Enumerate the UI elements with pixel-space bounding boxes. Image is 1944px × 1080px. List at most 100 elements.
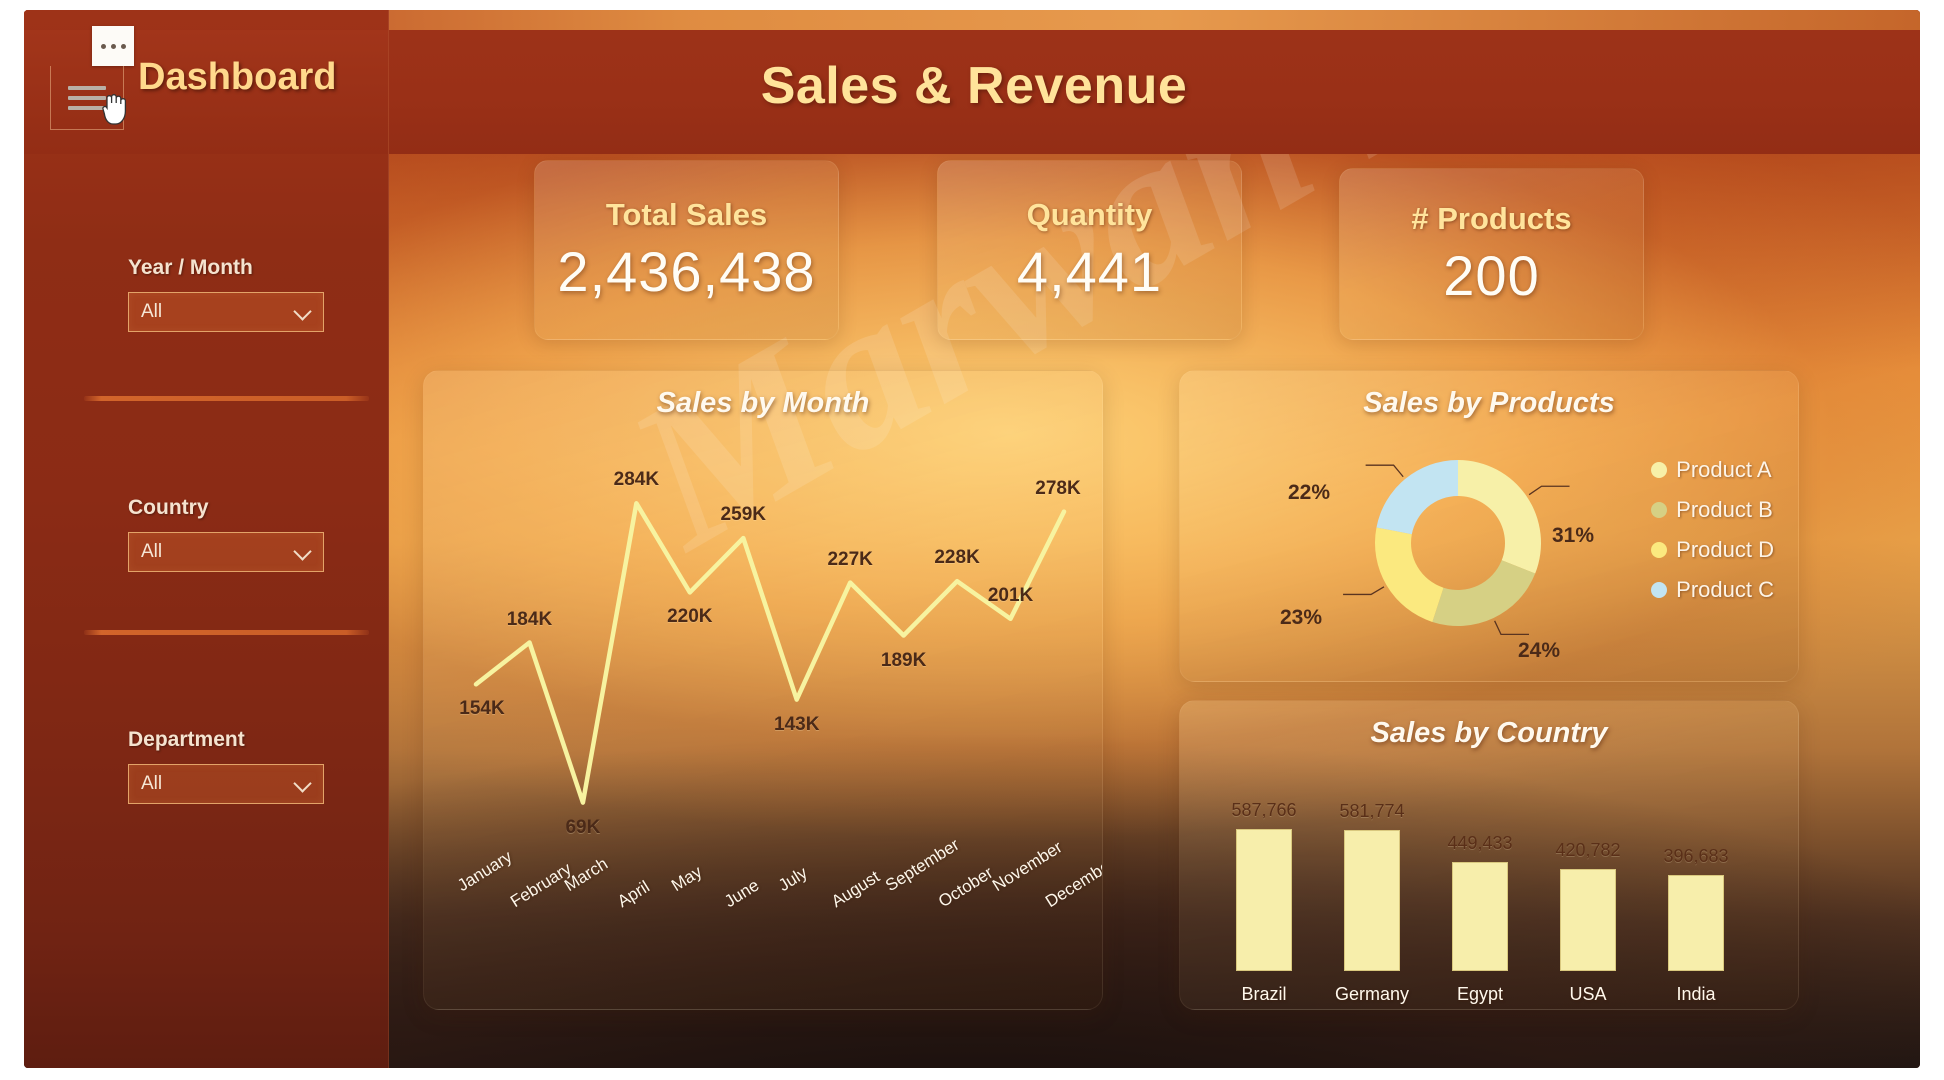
bar-category-label: India — [1676, 984, 1716, 1004]
filter-year-month-select[interactable]: All — [128, 292, 324, 332]
hamburger-icon — [68, 80, 106, 116]
panel-title-sales-by-month: Sales by Month — [656, 387, 870, 419]
legend-label: Product A — [1676, 457, 1772, 482]
kpi-title: Total Sales — [605, 196, 768, 232]
kpi-value: 4,441 — [1016, 239, 1163, 303]
filter-country: Country All — [24, 496, 389, 572]
legend-item[interactable]: Product B — [1651, 497, 1774, 523]
dot-icon — [110, 43, 116, 49]
bar-value-label: 420,782 — [1555, 840, 1621, 860]
bar-column[interactable]: 420,782 USA — [1555, 821, 1620, 1004]
donut-leader-line — [1365, 464, 1404, 478]
kpi-title: Quantity — [1026, 196, 1153, 232]
line-point-label: 69K — [565, 816, 601, 838]
donut-slice[interactable] — [1375, 527, 1444, 622]
filter-department: Department All — [24, 728, 389, 804]
legend-color-swatch — [1651, 462, 1668, 478]
more-options-button[interactable] — [92, 26, 134, 66]
chevron-down-icon — [293, 774, 312, 793]
bar-category-label: USA — [1569, 984, 1607, 1004]
donut-percent-label: 23% — [1279, 606, 1322, 629]
line-point-label: 189K — [880, 649, 927, 671]
line-point-label: 278K — [1035, 477, 1081, 499]
panel-sales-by-products: Sales by Products 31% 24% 23% 22% Product A… — [1179, 370, 1799, 682]
panel-title-sales-by-country: Sales by Country — [1370, 717, 1608, 749]
donut-slice[interactable] — [1432, 560, 1536, 626]
kpi-card-total-sales[interactable]: Total Sales 2,436,438 — [534, 160, 839, 340]
line-series-path — [473, 501, 1067, 805]
bar-rect — [1452, 862, 1508, 971]
sidebar-header — [24, 30, 388, 154]
bar-value-label: 581,774 — [1339, 801, 1405, 821]
bar-rect — [1560, 869, 1616, 971]
chevron-down-icon — [293, 542, 312, 561]
legend-item[interactable]: Product D — [1651, 537, 1774, 563]
bar-category-label: Egypt — [1456, 984, 1504, 1004]
filter-department-value: All — [141, 773, 163, 794]
donut-chart-sales-by-products[interactable]: 31% 24% 23% 22% — [1180, 421, 1610, 681]
panel-sales-by-country: Sales by Country 587,766 Brazil 581,774 Ger… — [1179, 700, 1799, 1010]
filter-year-month: Year / Month All — [24, 256, 389, 332]
line-point-label: 227K — [827, 548, 873, 570]
legend-color-swatch — [1651, 582, 1668, 598]
filter-department-select[interactable]: All — [128, 764, 324, 804]
legend-color-swatch — [1651, 502, 1668, 518]
line-point-label: 259K — [720, 504, 766, 526]
sidebar-divider — [84, 396, 369, 401]
line-point-label: 220K — [667, 606, 713, 628]
legend-label: Product C — [1676, 577, 1774, 602]
panel-title-sales-by-products: Sales by Products — [1363, 387, 1615, 419]
brand-label: Dashboard — [138, 56, 337, 98]
line-point-label: 184K — [506, 608, 553, 630]
dashboard-window: Sales & Revenue Dashboard Year / Month A… — [24, 10, 1920, 1068]
legend-item[interactable]: Product C — [1651, 577, 1774, 603]
dot-icon — [120, 43, 126, 49]
filter-year-month-value: All — [141, 301, 163, 322]
bar-column[interactable]: 587,766 Brazil — [1231, 800, 1296, 1004]
bar-category-label: Germany — [1334, 984, 1410, 1004]
donut-leader-line — [1528, 485, 1570, 496]
bar-value-label: 449,433 — [1447, 833, 1513, 853]
legend-color-swatch — [1651, 542, 1668, 558]
header-accent-strip — [24, 10, 1920, 30]
line-point-label: 143K — [774, 713, 820, 735]
bar-chart-sales-by-country[interactable]: 587,766 Brazil 581,774 Germany 449,433 Egypt 4… — [1180, 759, 1798, 1009]
bar-category-label: Brazil — [1241, 984, 1287, 1004]
bar-column[interactable]: 581,774 Germany — [1335, 801, 1409, 1004]
kpi-card-num-products[interactable]: # Products 200 — [1339, 168, 1644, 340]
donut-percent-label: 24% — [1518, 639, 1561, 662]
main-content: Marwan Khaled Total Sales 2,436,438 Quan… — [389, 10, 1920, 1068]
bar-value-label: 587,766 — [1231, 800, 1297, 820]
filter-department-label: Department — [128, 728, 245, 751]
sidebar-divider — [84, 630, 369, 635]
legend-item[interactable]: Product A — [1651, 457, 1774, 483]
filter-year-month-label: Year / Month — [128, 256, 253, 279]
filter-country-select[interactable]: All — [128, 532, 324, 572]
panel-sales-by-month: Sales by Month 154K 184K 69K 284K 220K 259K 14… — [423, 370, 1103, 1010]
kpi-value: 2,436,438 — [557, 239, 816, 303]
dot-icon — [100, 43, 106, 49]
donut-legend: Product A Product B Product D Product C — [1651, 457, 1774, 617]
line-chart-sales-by-month[interactable]: 154K 184K 69K 284K 220K 259K 143K 227K 189K 228K 2… — [424, 423, 1102, 1009]
donut-slice[interactable] — [1376, 460, 1458, 535]
sidebar: Dashboard Year / Month All Country All D… — [24, 10, 389, 1068]
kpi-value: 200 — [1443, 243, 1540, 307]
bar-value-label: 396,683 — [1663, 846, 1729, 866]
donut-slice[interactable] — [1458, 460, 1541, 574]
bar-column[interactable]: 396,683 India — [1663, 821, 1728, 1004]
kpi-card-quantity[interactable]: Quantity 4,441 — [937, 160, 1242, 340]
filter-country-label: Country — [128, 496, 209, 519]
donut-percent-label: 31% — [1552, 524, 1595, 547]
line-point-label: 201K — [987, 584, 1034, 606]
line-point-label: 284K — [613, 469, 660, 491]
legend-label: Product B — [1676, 497, 1773, 522]
menu-toggle-button[interactable] — [50, 66, 124, 130]
bar-rect — [1668, 875, 1724, 971]
donut-leader-line — [1494, 620, 1530, 636]
bar-rect — [1344, 830, 1400, 971]
chevron-down-icon — [293, 302, 312, 321]
bar-column[interactable]: 449,433 Egypt — [1447, 821, 1512, 1004]
bar-rect — [1236, 829, 1292, 971]
page-title: Sales & Revenue — [760, 57, 1188, 115]
donut-leader-line — [1343, 586, 1385, 596]
